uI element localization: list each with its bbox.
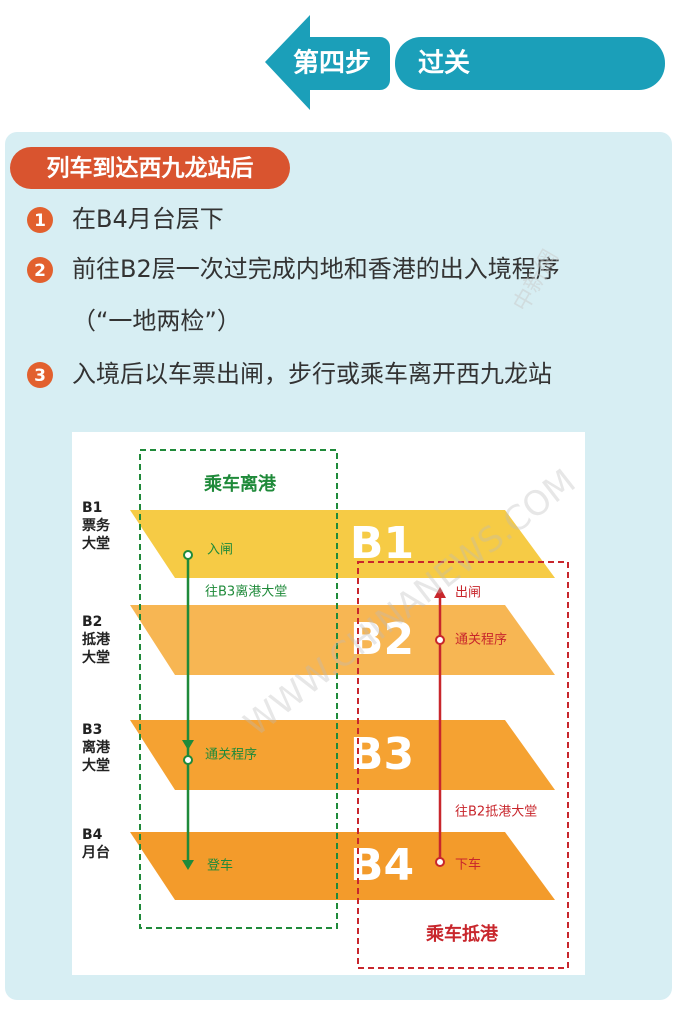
level-name: 月台	[81, 844, 110, 861]
steps: 1 在B4月台层下 2 前往B2层一次过完成内地和香港的出入境程序 （“一地两检”） 3 入…	[27, 205, 560, 388]
node	[435, 635, 445, 645]
level-slab	[130, 720, 555, 790]
node	[183, 755, 193, 765]
arrival-label: 出闸	[455, 586, 481, 601]
arrow-head	[182, 740, 194, 750]
step-badge	[27, 362, 53, 388]
level-code: B4	[82, 827, 103, 843]
level-name: 大堂	[82, 757, 110, 774]
arrival-title: 乘车抵港	[425, 923, 499, 945]
step-text: 在B4月台层下	[72, 205, 224, 233]
level-slab	[130, 605, 555, 675]
level-code-big: B3	[350, 729, 414, 780]
step-text: 入境后以车票出闸，步行或乘车离开西九龙站	[72, 360, 552, 388]
departure-box	[139, 449, 338, 929]
level-name: 大堂	[82, 535, 110, 552]
level-code: B3	[82, 722, 102, 738]
step-text: （“一地两检”）	[72, 307, 241, 335]
arrival-box	[357, 561, 569, 969]
level-name: 抵港	[82, 631, 111, 648]
step-title: 过关	[418, 49, 470, 79]
step-number: 2	[34, 261, 46, 281]
arrival-label: 下车	[455, 857, 481, 873]
step-number: 1	[34, 211, 46, 231]
step-number: 3	[34, 366, 46, 386]
title-pill	[395, 37, 665, 90]
step-pill	[290, 37, 390, 90]
arrow-head	[434, 587, 446, 598]
level-code-big: B4	[350, 840, 414, 891]
section-tag-text: 列车到达西九龙站后	[47, 155, 254, 182]
level-code: B1	[82, 500, 102, 516]
arrival-label: 通关程序	[455, 633, 507, 648]
level-code: B2	[82, 614, 102, 630]
step-badge	[27, 207, 53, 233]
level-slab	[130, 832, 555, 900]
node	[183, 550, 193, 560]
departure-label: 登车	[207, 858, 233, 874]
level-code-big: B1	[350, 518, 414, 569]
diagram: B1B1票务大堂B2B2抵港大堂B3B3离港大堂B4B4月台乘车离港入闸往B3离…	[81, 449, 569, 969]
section-tag	[10, 147, 290, 189]
level-name: 大堂	[82, 649, 110, 666]
level-name: 票务	[82, 517, 111, 534]
level-code-big: B2	[350, 614, 414, 665]
departure-title: 乘车离港	[203, 473, 277, 495]
step-text: 前往B2层一次过完成内地和香港的出入境程序	[72, 255, 560, 283]
departure-label: 通关程序	[205, 748, 257, 763]
step-label: 第四步	[293, 48, 371, 79]
arrow-head	[182, 860, 194, 870]
level-name: 离港	[82, 739, 111, 756]
departure-label: 入闸	[207, 543, 233, 558]
node	[435, 857, 445, 867]
arrival-label: 往B2抵港大堂	[455, 805, 537, 820]
departure-label: 往B3离港大堂	[205, 584, 287, 600]
step-badge	[27, 257, 53, 283]
